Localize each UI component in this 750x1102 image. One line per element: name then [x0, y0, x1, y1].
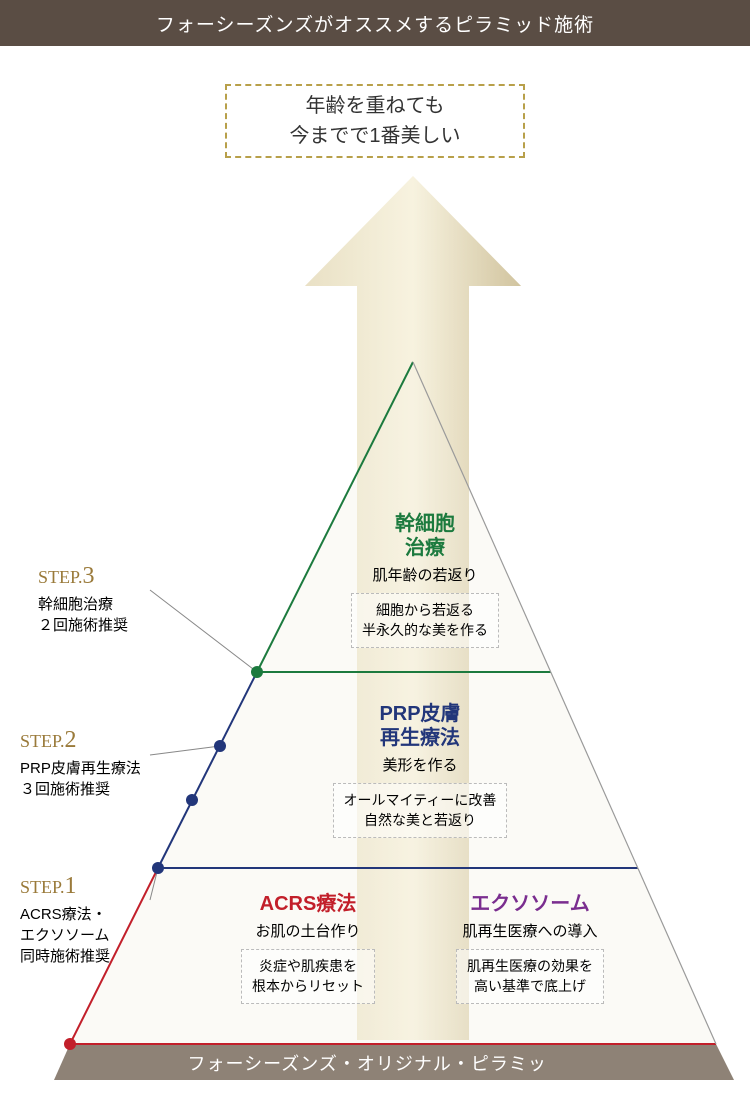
step-1-body1: ACRS療法・ — [20, 904, 110, 925]
tier-3: 幹細胞 治療 肌年齢の若返り 細胞から若返る 半永久的な美を作る — [330, 512, 520, 648]
step-1-label: STEP.1 ACRS療法・ エクソソーム 同時施術推奨 — [20, 870, 110, 967]
tier-1-left-sub: お肌の土台作り — [208, 920, 408, 941]
tier-3-box-l2: 半永久的な美を作る — [362, 622, 488, 638]
tier-2-sub: 美形を作る — [300, 754, 540, 775]
step-1-body3: 同時施術推奨 — [20, 946, 110, 967]
tier-3-title-l2: 治療 — [405, 537, 445, 559]
tier-1-left-title: ACRS療法 — [208, 892, 408, 916]
tier-1-right-box: 肌再生医療の効果を 高い基準で底上げ — [456, 949, 604, 1004]
tier-3-box-l1: 細胞から若返る — [376, 602, 474, 618]
tier-1-right-sub: 肌再生医療への導入 — [420, 920, 640, 941]
tier-2-title-l1: PRP皮膚 — [379, 703, 460, 725]
step-1-prefix: STEP. — [20, 877, 65, 897]
step-1-body2: エクソソーム — [20, 925, 110, 946]
step-3-body1: 幹細胞治療 — [38, 594, 128, 615]
tier-2: PRP皮膚 再生療法 美形を作る オールマイティーに改善 自然な美と若返り — [300, 702, 540, 838]
tier-1-left: ACRS療法 お肌の土台作り 炎症や肌疾患を 根本からリセット — [208, 892, 408, 1004]
step-3-body2: ２回施術推奨 — [38, 615, 128, 636]
step-2-num: 2 — [65, 727, 77, 753]
tier-2-title-l2: 再生療法 — [380, 727, 460, 749]
step-3-label: STEP.3 幹細胞治療 ２回施術推奨 — [38, 560, 128, 636]
step-2-prefix: STEP. — [20, 731, 65, 751]
tier-1-right-title: エクソソーム — [420, 892, 640, 916]
tier-2-box-l2: 自然な美と若返り — [364, 812, 476, 828]
step-2-body2: ３回施術推奨 — [20, 779, 141, 800]
pyramid-base-label: フォーシーズンズ・オリジナル・ピラミッド施術 — [188, 1050, 563, 1102]
tier-3-box: 細胞から若返る 半永久的な美を作る — [351, 593, 499, 648]
tier-1-left-box-l2: 根本からリセット — [252, 978, 364, 994]
tier-1-right: エクソソーム 肌再生医療への導入 肌再生医療の効果を 高い基準で底上げ — [420, 892, 640, 1004]
tier-3-title: 幹細胞 治療 — [330, 512, 520, 560]
tier-1-right-box-l2: 高い基準で底上げ — [474, 978, 586, 994]
tier-2-title: PRP皮膚 再生療法 — [300, 702, 540, 750]
step-1-num: 1 — [65, 873, 77, 899]
tier-1-left-box-l1: 炎症や肌疾患を — [259, 958, 357, 974]
tier-1-left-box: 炎症や肌疾患を 根本からリセット — [241, 949, 375, 1004]
tier-3-sub: 肌年齢の若返り — [330, 564, 520, 585]
step-2-label: STEP.2 PRP皮膚再生療法 ３回施術推奨 — [20, 724, 141, 800]
step-3-prefix: STEP. — [38, 567, 83, 587]
tier-2-box-l1: オールマイティーに改善 — [344, 792, 497, 808]
step-2-body1: PRP皮膚再生療法 — [20, 758, 141, 779]
tier-1-right-box-l1: 肌再生医療の効果を — [467, 958, 593, 974]
tier-2-box: オールマイティーに改善 自然な美と若返り — [333, 783, 508, 838]
tier-3-title-l1: 幹細胞 — [395, 513, 455, 535]
step-3-num: 3 — [83, 563, 95, 589]
